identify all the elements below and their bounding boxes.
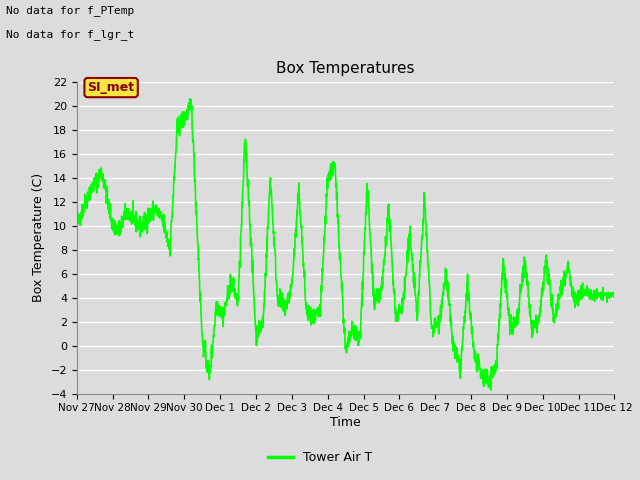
Legend: Tower Air T: Tower Air T [263, 446, 377, 469]
X-axis label: Time: Time [330, 416, 361, 429]
Text: SI_met: SI_met [88, 81, 134, 94]
Text: No data for f_lgr_t: No data for f_lgr_t [6, 29, 134, 40]
Y-axis label: Box Temperature (C): Box Temperature (C) [32, 173, 45, 302]
Title: Box Temperatures: Box Temperatures [276, 61, 415, 76]
Text: No data for f_PTemp: No data for f_PTemp [6, 5, 134, 16]
